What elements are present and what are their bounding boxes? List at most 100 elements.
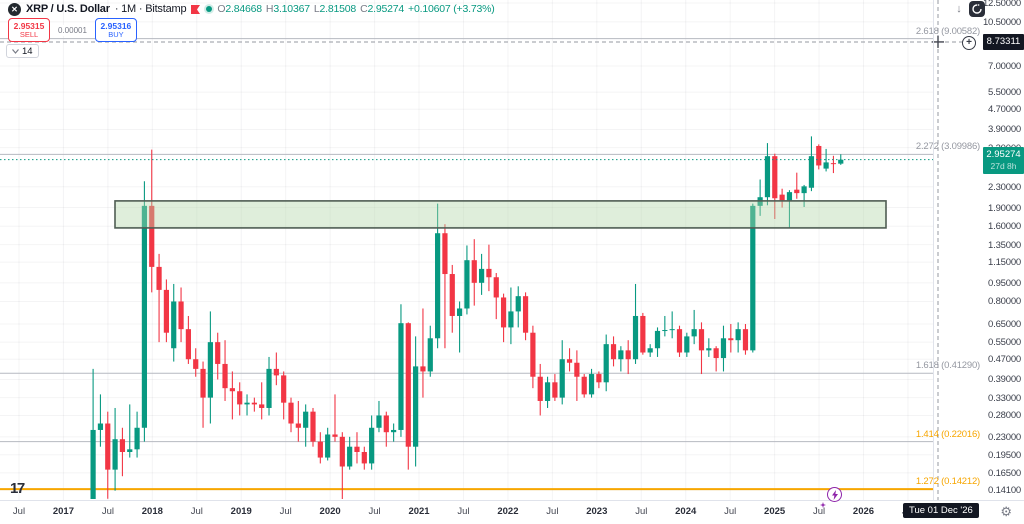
candle[interactable]: [808, 156, 815, 188]
candle[interactable]: [405, 323, 411, 447]
candle[interactable]: [618, 350, 624, 360]
candle[interactable]: [185, 329, 191, 360]
candle[interactable]: [193, 359, 199, 369]
candle[interactable]: [457, 308, 463, 316]
candle[interactable]: [728, 338, 734, 341]
symbol-title[interactable]: XRP / U.S. Dollar: [26, 3, 110, 15]
candle[interactable]: [603, 344, 609, 383]
candle[interactable]: [640, 315, 646, 353]
candle[interactable]: [244, 402, 250, 405]
candle[interactable]: [662, 330, 668, 332]
candle[interactable]: [361, 451, 367, 464]
time-axis[interactable]: Jul 2017 Jul 2018 Jul 2019 Jul 2020 Jul 2021 Jul 20…: [0, 500, 1024, 524]
candle[interactable]: [163, 289, 169, 333]
candle[interactable]: [178, 301, 184, 330]
candle[interactable]: [391, 429, 397, 433]
candles-series[interactable]: [90, 136, 844, 500]
candle[interactable]: [537, 376, 543, 401]
flag-icon[interactable]: [191, 4, 201, 14]
candle[interactable]: [720, 338, 727, 359]
candle[interactable]: [251, 402, 257, 405]
candle[interactable]: [610, 344, 617, 360]
candle[interactable]: [508, 311, 514, 328]
candle[interactable]: [288, 402, 294, 424]
candle[interactable]: [332, 434, 338, 437]
candle[interactable]: [266, 368, 272, 408]
candle[interactable]: [171, 301, 177, 349]
candle[interactable]: [486, 268, 492, 278]
tradingview-logo[interactable]: 17: [10, 480, 25, 497]
candle[interactable]: [339, 436, 345, 467]
candle[interactable]: [442, 233, 448, 275]
flash-alert-icon[interactable]: [827, 487, 842, 502]
candle[interactable]: [317, 441, 323, 458]
candle[interactable]: [816, 145, 822, 166]
candle[interactable]: [383, 415, 389, 433]
candle[interactable]: [413, 366, 419, 447]
candle[interactable]: [566, 359, 573, 363]
candle[interactable]: [207, 342, 213, 398]
candle[interactable]: [632, 315, 639, 360]
candle[interactable]: [464, 260, 470, 309]
candle[interactable]: [779, 194, 785, 201]
candle[interactable]: [237, 391, 243, 405]
candle[interactable]: [530, 332, 536, 377]
candle[interactable]: [354, 446, 360, 452]
candle[interactable]: [427, 338, 433, 372]
candle[interactable]: [347, 446, 353, 467]
indicators-collapsed-badge[interactable]: 14: [6, 44, 39, 58]
candle[interactable]: [713, 348, 719, 359]
candle[interactable]: [691, 329, 697, 337]
candle[interactable]: [596, 374, 602, 383]
candle[interactable]: [295, 423, 301, 428]
candle[interactable]: [420, 366, 426, 372]
gear-icon[interactable]: ⚙: [1000, 504, 1012, 519]
candlestick-chart[interactable]: [0, 0, 1024, 500]
candle[interactable]: [544, 382, 551, 401]
arrow-down-icon[interactable]: ↓: [956, 3, 962, 15]
candle[interactable]: [156, 266, 162, 290]
candle[interactable]: [742, 329, 749, 351]
candle[interactable]: [90, 429, 96, 500]
candle[interactable]: [141, 205, 148, 428]
candle[interactable]: [310, 411, 316, 442]
candle[interactable]: [786, 192, 793, 201]
candle[interactable]: [149, 205, 155, 267]
candle[interactable]: [222, 363, 228, 389]
candle[interactable]: [522, 296, 529, 333]
candle[interactable]: [493, 277, 499, 298]
candle[interactable]: [435, 233, 441, 339]
candle[interactable]: [830, 163, 837, 165]
candle[interactable]: [625, 350, 631, 360]
candle[interactable]: [801, 186, 807, 194]
candle[interactable]: [559, 359, 565, 398]
candle[interactable]: [552, 382, 558, 398]
candle[interactable]: [735, 329, 741, 341]
candle[interactable]: [581, 376, 587, 395]
candle[interactable]: [471, 260, 477, 283]
candle[interactable]: [772, 156, 778, 199]
candle[interactable]: [676, 329, 683, 353]
candle[interactable]: [112, 439, 118, 470]
candle[interactable]: [369, 427, 375, 464]
candle[interactable]: [273, 368, 279, 376]
symbol-legend[interactable]: ✕ XRP / U.S. Dollar · 1M · Bitstamp O2.8…: [8, 2, 495, 16]
candle[interactable]: [105, 423, 111, 470]
candle[interactable]: [303, 411, 309, 428]
candle[interactable]: [669, 329, 675, 331]
buy-button[interactable]: 2.95316 BUY: [94, 18, 137, 42]
candle[interactable]: [478, 268, 485, 283]
candle[interactable]: [398, 323, 404, 430]
candle[interactable]: [838, 159, 844, 164]
candle[interactable]: [684, 336, 690, 353]
candle[interactable]: [449, 274, 455, 316]
candle[interactable]: [127, 449, 133, 452]
refresh-icon[interactable]: [969, 1, 985, 17]
candle[interactable]: [647, 348, 653, 353]
candle[interactable]: [794, 189, 800, 194]
candle[interactable]: [500, 297, 507, 328]
sell-button[interactable]: 2.95315 SELL: [8, 18, 50, 42]
candle[interactable]: [764, 156, 771, 198]
symbol-details[interactable]: · 1M · Bitstamp: [114, 3, 187, 15]
candle[interactable]: [588, 374, 595, 395]
